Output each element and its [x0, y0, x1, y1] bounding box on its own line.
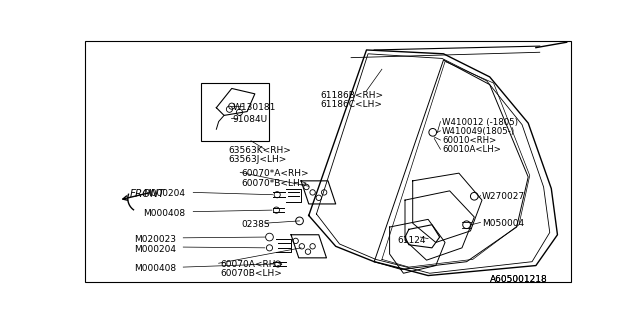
Text: 63563J<LH>: 63563J<LH>: [228, 156, 286, 164]
Text: 63563K<RH>: 63563K<RH>: [228, 146, 291, 155]
Text: 0238S: 0238S: [242, 220, 270, 229]
Text: A605001218: A605001218: [490, 275, 547, 284]
Text: 60070A<RH>: 60070A<RH>: [220, 260, 284, 269]
Text: M000204: M000204: [143, 189, 185, 198]
Text: W270027: W270027: [482, 192, 525, 201]
Text: M020023: M020023: [134, 235, 176, 244]
Text: FRONT: FRONT: [129, 188, 165, 198]
Text: 60010<RH>: 60010<RH>: [442, 136, 496, 145]
Text: M000408: M000408: [143, 209, 186, 218]
Text: W410012 (-1805): W410012 (-1805): [442, 118, 518, 127]
FancyArrowPatch shape: [123, 193, 148, 200]
Text: 61186C<LH>: 61186C<LH>: [320, 100, 382, 109]
Text: A605001218: A605001218: [490, 275, 547, 284]
Text: M000204: M000204: [134, 245, 176, 254]
Bar: [201, 83, 269, 141]
Text: M050004: M050004: [482, 219, 524, 228]
Text: 61124: 61124: [397, 236, 426, 244]
Text: 60010A<LH>: 60010A<LH>: [442, 145, 501, 155]
Text: M000408: M000408: [134, 264, 176, 273]
Text: W410049(1805-): W410049(1805-): [442, 127, 515, 136]
Text: 91084U: 91084U: [232, 116, 268, 124]
Text: 61186B<RH>: 61186B<RH>: [320, 91, 383, 100]
Text: 60070*B<LH>: 60070*B<LH>: [242, 179, 308, 188]
Text: W130181: W130181: [232, 103, 276, 112]
Text: 60070*A<RH>: 60070*A<RH>: [242, 169, 309, 178]
Text: 60070B<LH>: 60070B<LH>: [220, 269, 282, 278]
